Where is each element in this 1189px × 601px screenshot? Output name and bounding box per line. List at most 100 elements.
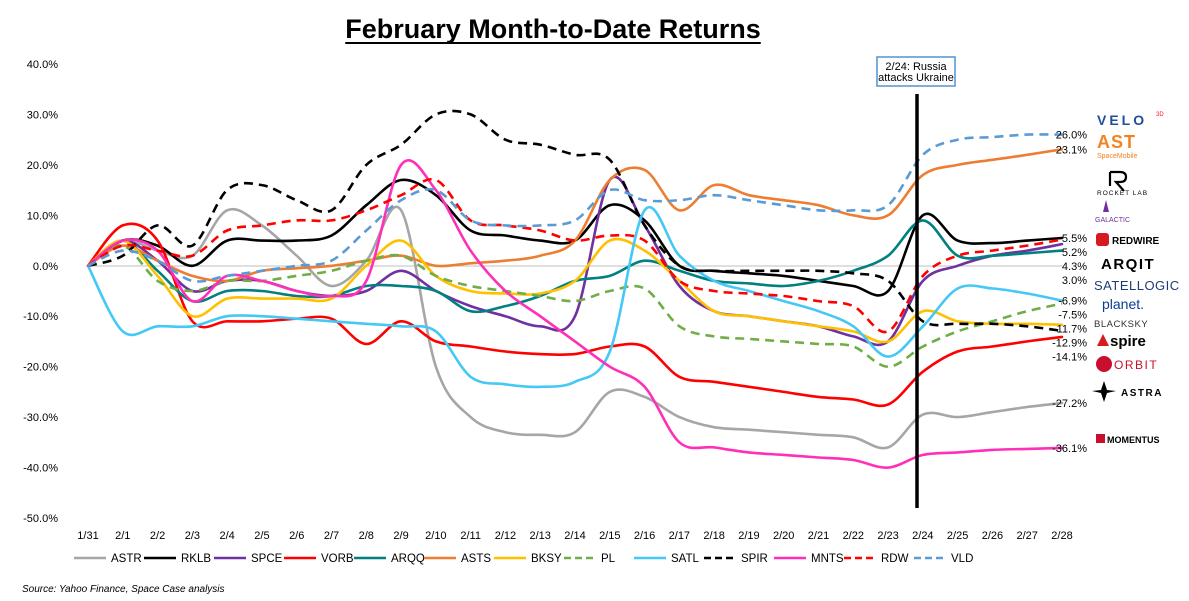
virgin-icon — [1096, 356, 1112, 372]
x-tick-label: 2/11 — [460, 530, 481, 542]
galactic-icon — [1103, 200, 1109, 212]
series-line-satl — [86, 206, 1064, 389]
y-tick-label: 40.0% — [27, 59, 58, 71]
velo3d-logo: VELO 3D — [1097, 112, 1164, 128]
source-note: Source: Yahoo Finance, Space Case analys… — [22, 584, 225, 595]
momentus-logo: MOMENTUS — [1096, 434, 1160, 445]
x-tick-label: 2/22 — [843, 530, 864, 542]
y-tick-label: -50.0% — [23, 513, 58, 525]
y-tick-label: 0.0% — [33, 261, 58, 273]
svg-text:spire: spire — [1110, 333, 1146, 350]
legend-label-mnts: MNTS — [811, 553, 844, 565]
x-axis: 1/31 2/1 2/2 2/3 2/4 2/5 2/6 2/7 2/8 2/9 2/10 2/11 2… — [77, 530, 1072, 542]
series-line-pl — [87, 244, 1063, 368]
planet-logo: planet. — [1102, 296, 1144, 312]
svg-text:SpaceMobile: SpaceMobile — [1097, 153, 1138, 160]
legend-label-astr: ASTR — [111, 553, 142, 565]
svg-text:ORBIT: ORBIT — [1114, 358, 1158, 372]
series-lines — [86, 109, 1064, 469]
svg-text:GALACTIC: GALACTIC — [1095, 217, 1130, 224]
x-tick-label: 2/13 — [530, 530, 551, 542]
x-tick-label: 2/9 — [393, 530, 408, 542]
y-tick-label: 10.0% — [27, 210, 58, 222]
x-tick-label: 2/1 — [115, 530, 130, 542]
spire-icon — [1097, 334, 1109, 346]
arqit-logo: ARQIT — [1101, 256, 1155, 273]
svg-text:ROCKET LAB: ROCKET LAB — [1097, 190, 1148, 197]
end-value-label: -36.1% — [1052, 443, 1087, 455]
redwire-icon — [1096, 233, 1109, 246]
company-logos: VELO 3D AST SpaceMobile ROCKET LAB GALAC… — [1092, 112, 1179, 445]
annotation-line-1: 2/24: Russia — [885, 61, 947, 73]
y-tick-label: -40.0% — [23, 463, 58, 475]
y-tick-label: -20.0% — [23, 362, 58, 374]
x-tick-label: 2/10 — [425, 530, 446, 542]
x-tick-label: 2/24 — [912, 530, 933, 542]
end-value-label: 5.2% — [1062, 247, 1087, 259]
rocketlab-logo: ROCKET LAB — [1097, 170, 1148, 197]
x-tick-label: 2/3 — [185, 530, 200, 542]
x-tick-label: 2/8 — [359, 530, 374, 542]
ast-spacemobile-logo: AST SpaceMobile — [1097, 132, 1138, 160]
svg-text:VELO: VELO — [1097, 112, 1147, 128]
svg-text:3D: 3D — [1156, 112, 1164, 118]
y-tick-label: -10.0% — [23, 311, 58, 323]
series-line-bksy — [86, 237, 1064, 344]
x-tick-label: 2/19 — [738, 530, 759, 542]
x-tick-label: 2/15 — [599, 530, 620, 542]
series-line-rdw — [87, 177, 1063, 334]
x-tick-label: 2/28 — [1051, 530, 1072, 542]
x-tick-label: 2/2 — [150, 530, 165, 542]
legend-label-vld: VLD — [951, 553, 973, 565]
x-tick-label: 2/7 — [324, 530, 339, 542]
x-tick-label: 2/27 — [1017, 530, 1038, 542]
y-axis: 40.0% 30.0% 20.0% 10.0% 0.0% -10.0% -20.0% -30.… — [23, 59, 58, 525]
blacksky-logo: BLACKSKY — [1094, 319, 1148, 330]
end-value-label: -7.5% — [1058, 310, 1087, 322]
x-tick-label: 2/12 — [495, 530, 516, 542]
legend-label-pl: PL — [601, 553, 616, 565]
x-tick-label: 2/23 — [877, 530, 898, 542]
legend-label-bksy: BKSY — [531, 553, 562, 565]
virgin-orbit-logo: ORBIT — [1096, 356, 1158, 372]
x-tick-label: 2/16 — [634, 530, 655, 542]
x-tick-label: 2/6 — [289, 530, 304, 542]
chart-title: February Month-to-Date Returns — [345, 14, 761, 44]
series-line-asts — [86, 148, 1064, 283]
legend-label-rdw: RDW — [881, 553, 909, 565]
series-line-vorb — [86, 222, 1064, 408]
end-value-label: 4.3% — [1062, 261, 1087, 273]
x-tick-label: 2/18 — [703, 530, 724, 542]
legend-label-spce: SPCE — [251, 553, 283, 565]
astra-icon — [1092, 381, 1116, 402]
y-tick-label: 30.0% — [27, 109, 58, 121]
legend-label-spir: SPIR — [741, 553, 768, 565]
end-value-label: -14.1% — [1052, 352, 1087, 364]
legend-label-satl: SATL — [671, 553, 700, 565]
end-value-label: -6.9% — [1058, 296, 1087, 308]
end-value-label: 3.0% — [1062, 275, 1087, 287]
annotation-box — [876, 56, 956, 87]
legend: ASTR RKLB SPCE VORB ARQQ ASTS BKSY PL SATL SPIR MN… — [74, 553, 973, 565]
svg-text:MOMENTUS: MOMENTUS — [1107, 435, 1160, 445]
momentus-icon — [1096, 434, 1105, 443]
svg-text:REDWIRE: REDWIRE — [1112, 236, 1160, 247]
x-tick-label: 2/17 — [669, 530, 690, 542]
spire-logo: spire — [1097, 333, 1146, 350]
x-tick-label: 2/20 — [773, 530, 794, 542]
series-line-mnts — [86, 159, 1064, 469]
annotation-line-2: attacks Ukraine — [878, 72, 954, 84]
end-value-label: 23.1% — [1056, 144, 1087, 156]
x-tick-label: 2/25 — [947, 530, 968, 542]
x-tick-label: 2/14 — [564, 530, 585, 542]
legend-label-asts: ASTS — [461, 553, 491, 565]
astra-logo: ASTRA — [1092, 381, 1163, 402]
series-line-astr — [86, 205, 1064, 450]
end-value-label: -27.2% — [1052, 398, 1087, 410]
series-line-spir — [87, 109, 1063, 333]
virgin-galactic-logo: GALACTIC — [1095, 200, 1130, 224]
svg-text:ASTRA: ASTRA — [1121, 388, 1163, 399]
redwire-logo: REDWIRE — [1096, 233, 1160, 247]
end-value-label: 5.5% — [1062, 233, 1087, 245]
